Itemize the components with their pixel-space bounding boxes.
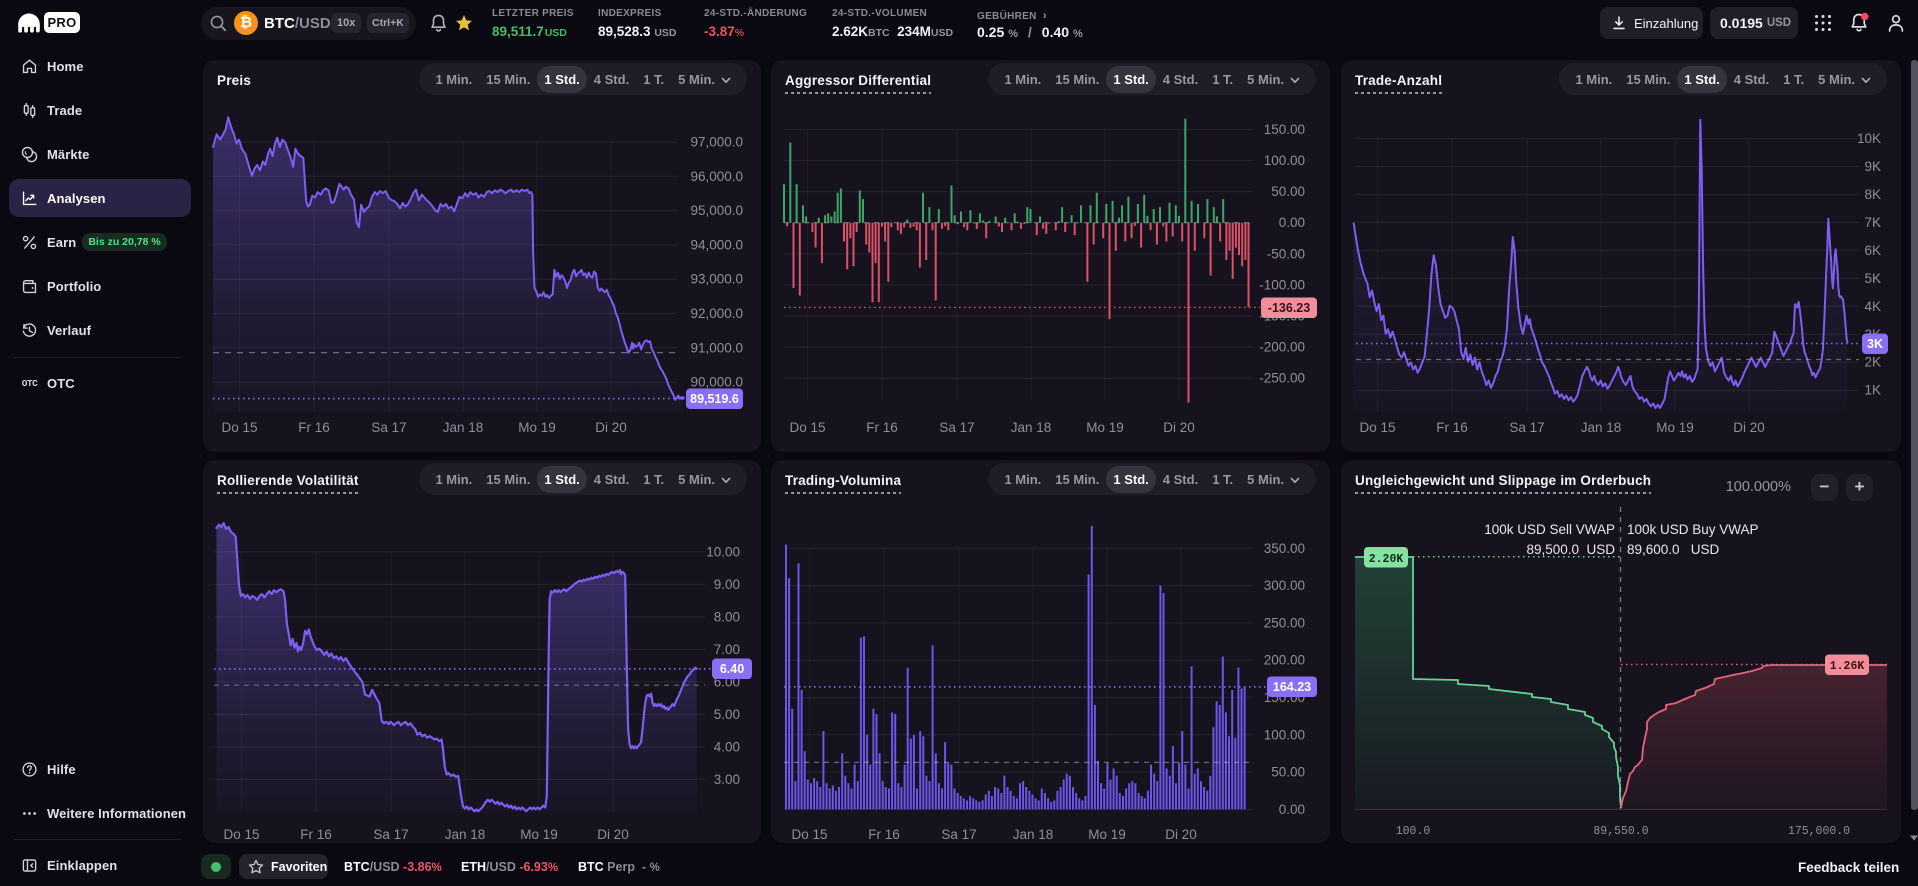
svg-text:Do 15: Do 15 [223,827,259,842]
svg-text:89,600.0 USD: 89,600.0 USD [1627,542,1720,557]
svg-text:Sa 17: Sa 17 [1509,420,1544,435]
svg-text:Jan 18: Jan 18 [445,827,486,842]
svg-text:50.00: 50.00 [1271,184,1305,199]
svg-text:Fr 16: Fr 16 [300,827,332,842]
svg-text:200.00: 200.00 [1264,653,1305,668]
svg-text:Di 20: Di 20 [1165,827,1197,842]
svg-text:0.00: 0.00 [1279,802,1305,817]
svg-text:350.00: 350.00 [1264,541,1305,556]
svg-text:7K: 7K [1864,215,1881,230]
svg-text:9.00: 9.00 [714,577,740,592]
svg-text:9K: 9K [1864,159,1881,174]
svg-text:175,000.0: 175,000.0 [1788,825,1850,838]
svg-text:91,000.0: 91,000.0 [690,340,743,355]
svg-text:4K: 4K [1864,299,1881,314]
svg-text:97,000.0: 97,000.0 [690,135,743,150]
svg-text:-200.00: -200.00 [1259,340,1305,355]
svg-text:2.20K: 2.20K [1369,553,1404,566]
svg-text:Do 15: Do 15 [789,420,825,435]
svg-text:-50.00: -50.00 [1267,246,1305,261]
svg-text:Mo 19: Mo 19 [1088,827,1126,842]
svg-text:Di 20: Di 20 [1163,420,1195,435]
svg-text:150.00: 150.00 [1264,122,1305,137]
svg-text:4.00: 4.00 [714,739,740,754]
svg-text:164.23: 164.23 [1273,680,1311,694]
svg-text:5K: 5K [1864,271,1881,286]
svg-text:Mo 19: Mo 19 [1656,420,1694,435]
svg-text:8K: 8K [1864,187,1881,202]
svg-text:Sa 17: Sa 17 [373,827,408,842]
svg-text:Di 20: Di 20 [597,827,629,842]
svg-text:Jan 18: Jan 18 [1581,420,1622,435]
svg-text:Jan 18: Jan 18 [1013,827,1054,842]
svg-text:Do 15: Do 15 [1359,420,1395,435]
svg-text:Mo 19: Mo 19 [518,420,556,435]
svg-text:6.40: 6.40 [720,662,744,676]
svg-text:7.00: 7.00 [714,642,740,657]
svg-text:-136.23: -136.23 [1268,301,1310,315]
svg-text:89,550.0: 89,550.0 [1593,825,1648,838]
svg-text:Fr 16: Fr 16 [866,420,898,435]
svg-text:50.00: 50.00 [1271,765,1305,780]
svg-text:Mo 19: Mo 19 [520,827,558,842]
svg-text:3.00: 3.00 [714,772,740,787]
svg-text:Fr 16: Fr 16 [298,420,330,435]
svg-text:10K: 10K [1857,131,1881,146]
svg-text:250.00: 250.00 [1264,615,1305,630]
svg-text:1.26K: 1.26K [1830,660,1865,673]
svg-text:89,519.6: 89,519.6 [690,392,739,406]
svg-text:Fr 16: Fr 16 [1436,420,1468,435]
svg-text:1K: 1K [1864,383,1881,398]
svg-text:Mo 19: Mo 19 [1086,420,1124,435]
svg-text:100k USD Buy VWAP: 100k USD Buy VWAP [1627,522,1759,537]
svg-text:Di 20: Di 20 [1733,420,1765,435]
svg-text:Sa 17: Sa 17 [941,827,976,842]
svg-text:92,000.0: 92,000.0 [690,306,743,321]
svg-text:96,000.0: 96,000.0 [690,169,743,184]
svg-text:Do 15: Do 15 [221,420,257,435]
svg-text:300.00: 300.00 [1264,578,1305,593]
svg-text:Di 20: Di 20 [595,420,627,435]
svg-text:2K: 2K [1864,355,1881,370]
svg-text:Do 15: Do 15 [791,827,827,842]
svg-text:Sa 17: Sa 17 [939,420,974,435]
svg-text:5.00: 5.00 [714,707,740,722]
svg-text:Sa 17: Sa 17 [371,420,406,435]
svg-text:10.00: 10.00 [706,544,740,559]
svg-text:100k USD Sell VWAP: 100k USD Sell VWAP [1484,522,1615,537]
svg-text:-100.00: -100.00 [1259,277,1305,292]
svg-text:100.0: 100.0 [1396,825,1431,838]
svg-text:90,000.0: 90,000.0 [690,375,743,390]
svg-text:6K: 6K [1864,243,1881,258]
svg-text:Jan 18: Jan 18 [1011,420,1052,435]
svg-text:94,000.0: 94,000.0 [690,237,743,252]
svg-text:Jan 18: Jan 18 [443,420,484,435]
svg-text:8.00: 8.00 [714,609,740,624]
svg-text:93,000.0: 93,000.0 [690,272,743,287]
svg-text:100.00: 100.00 [1264,153,1305,168]
svg-text:Fr 16: Fr 16 [868,827,900,842]
svg-text:95,000.0: 95,000.0 [690,203,743,218]
svg-text:3K: 3K [1867,337,1883,351]
svg-text:-250.00: -250.00 [1259,371,1305,386]
svg-text:89,500.0 USD: 89,500.0 USD [1526,542,1615,557]
svg-text:100.00: 100.00 [1264,727,1305,742]
svg-text:0.00: 0.00 [1279,215,1305,230]
